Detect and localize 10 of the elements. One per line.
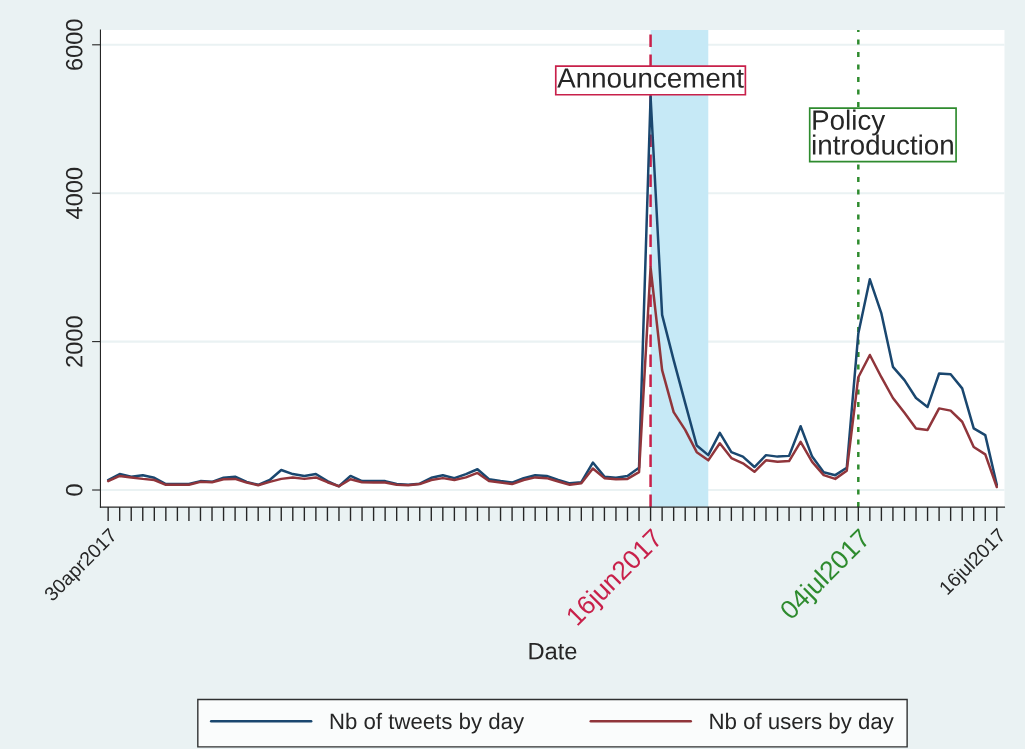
legend-label: Nb of tweets by day: [330, 712, 525, 734]
y-tick-label: 4000: [65, 167, 83, 219]
y-tick-label: 6000: [65, 19, 83, 70]
x-axis-title: Date: [529, 643, 577, 660]
annotation: Policy introduction: [812, 109, 953, 155]
y-tick-label: 0: [65, 484, 83, 496]
line-series: [106, 266, 999, 489]
legend-label: Nb of users by day: [710, 712, 894, 734]
annotation: Announcement: [557, 68, 744, 88]
y-tick-label: 2000: [65, 316, 83, 367]
